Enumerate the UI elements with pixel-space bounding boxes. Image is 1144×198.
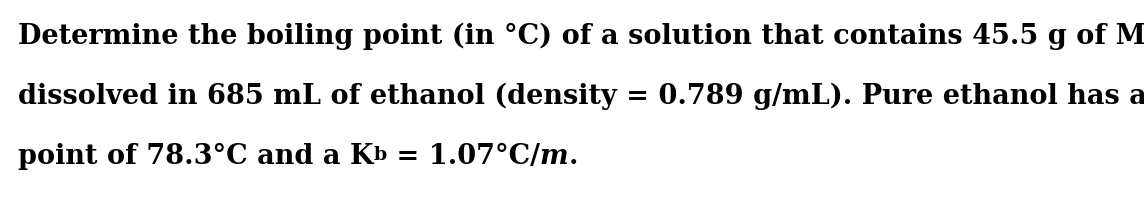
Text: b: b	[373, 146, 387, 164]
Text: = 1.07°C/: = 1.07°C/	[387, 143, 540, 170]
Text: .: .	[569, 143, 578, 170]
Text: dissolved in 685 mL of ethanol (density = 0.789 g/mL). Pure ethanol has a boilin: dissolved in 685 mL of ethanol (density …	[18, 83, 1144, 110]
Text: Determine the boiling point (in °C) of a solution that contains 45.5 g of MgCl₂: Determine the boiling point (in °C) of a…	[18, 23, 1144, 50]
Text: point of 78.3°C and a K: point of 78.3°C and a K	[18, 143, 373, 170]
Text: m: m	[540, 143, 569, 170]
